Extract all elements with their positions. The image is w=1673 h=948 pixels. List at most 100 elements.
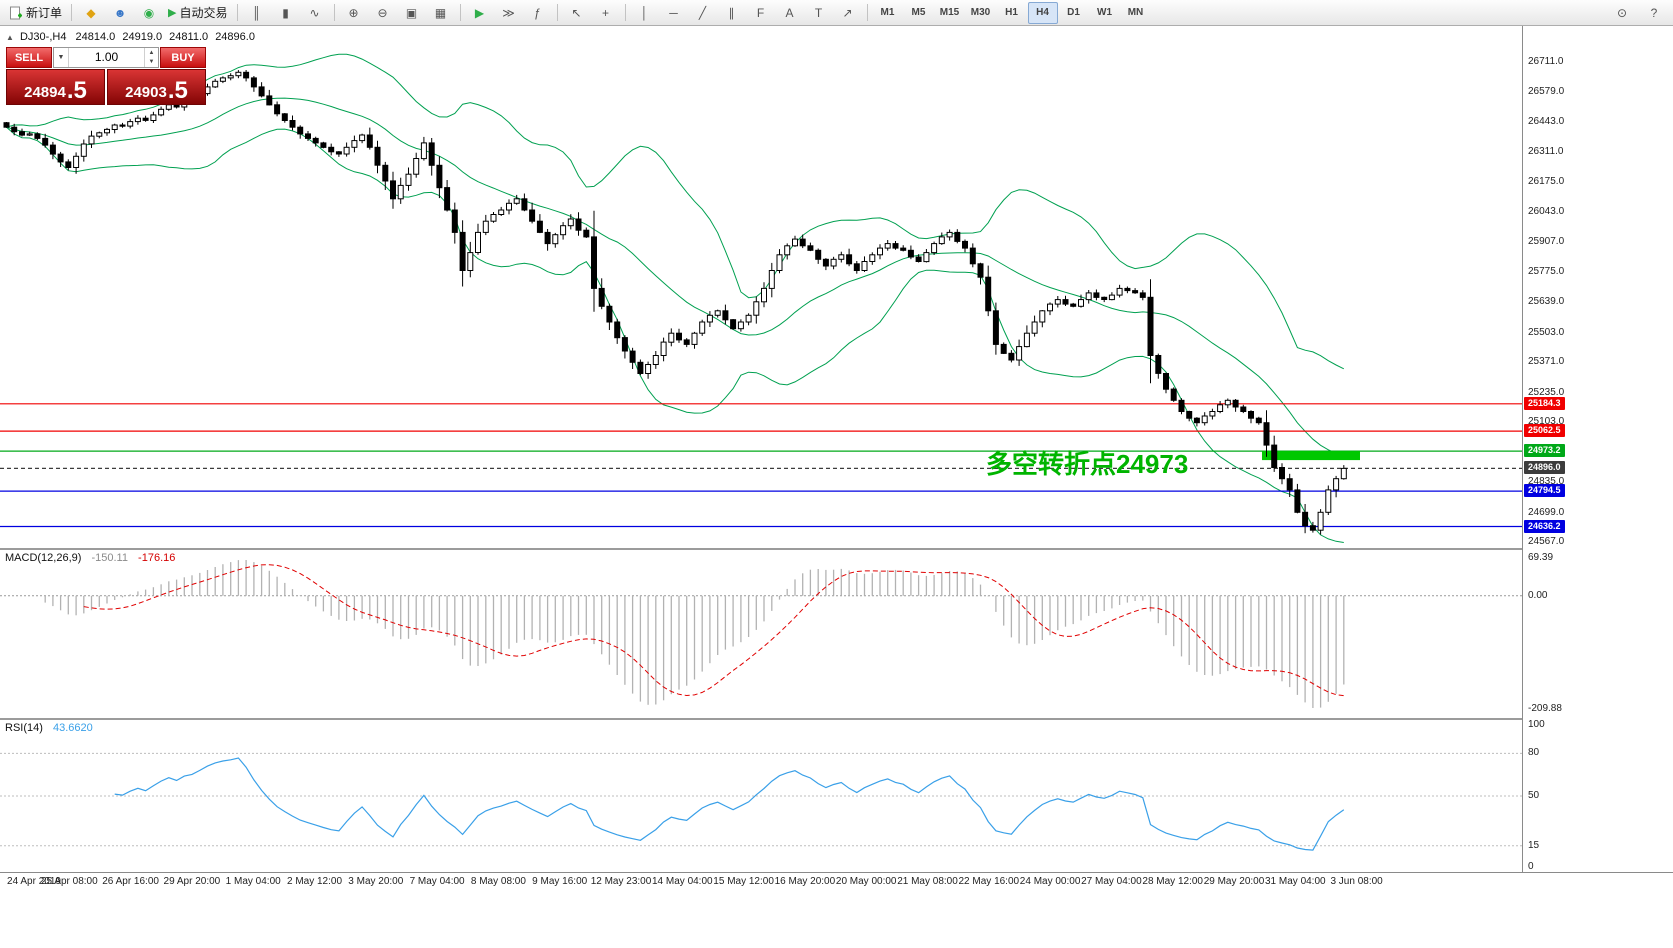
crosshair-button[interactable]: +: [592, 2, 620, 24]
channel-button[interactable]: ∥: [718, 2, 746, 24]
auto-scroll-button[interactable]: ▶: [466, 2, 494, 24]
time-axis-label: 24 Apr 2019: [7, 876, 61, 887]
macd-canvas[interactable]: [0, 550, 1522, 718]
volume-down-icon[interactable]: ▼: [148, 59, 155, 66]
toolbar-separator: [236, 4, 238, 21]
timeframe-w1-button[interactable]: W1: [1097, 7, 1112, 18]
community-icon: ◉: [143, 5, 155, 20]
time-axis-label: 26 Apr 16:00: [102, 876, 159, 887]
trendline-button[interactable]: ╱: [689, 2, 717, 24]
price-axis-tick: 25639.0: [1528, 296, 1565, 307]
timeframe-m1-button[interactable]: M1: [880, 7, 895, 18]
time-axis-label: 14 May 04:00: [651, 876, 713, 887]
buy-button[interactable]: BUY: [160, 47, 206, 68]
time-axis-label: 3 Jun 08:00: [1330, 876, 1383, 887]
price-axis-tick: 26443.0: [1528, 116, 1565, 127]
zoom-in-button[interactable]: ⊕: [340, 2, 368, 24]
tile-windows-button[interactable]: ▣: [398, 2, 426, 24]
price-axis-tick: 25907.0: [1528, 236, 1565, 247]
time-axis[interactable]: 24 Apr 2019 25 Apr 08:00 26 Apr 16:00 29 Ap…: [0, 872, 1673, 893]
price-axis-tick: 25503.0: [1528, 326, 1565, 338]
candlestick-button[interactable]: ▮: [272, 2, 300, 24]
timeframe-m15-button[interactable]: M15: [939, 7, 960, 18]
arrows-button[interactable]: ↗: [834, 2, 862, 24]
market-watch-button[interactable]: ◆: [77, 2, 105, 24]
time-axis-label: 2 May 12:00: [286, 876, 343, 887]
volume-stepper[interactable]: ▲ ▼: [144, 48, 158, 67]
rsi-value: 43.6620: [52, 722, 93, 734]
macd-panel: MACD(12,26,9) -150.11 -176.16: [0, 550, 1522, 718]
rsi-line: [114, 757, 1345, 851]
panel-separator[interactable]: [0, 718, 1673, 720]
toolbar-separator: [333, 4, 335, 21]
search-button[interactable]: ⊙: [1608, 2, 1636, 24]
price-axis-tick: 24567.0: [1528, 536, 1565, 547]
price-axis-tick: 26311.0: [1528, 145, 1564, 157]
vertical-line-button[interactable]: │: [631, 2, 659, 24]
one-click-collapse-icon[interactable]: ▲: [6, 33, 14, 42]
main-chart-canvas[interactable]: [0, 26, 1522, 548]
line-chart-button[interactable]: ∿: [301, 2, 329, 24]
rsi-axis-label: 50: [1528, 790, 1540, 801]
timeframe-mn-button[interactable]: MN: [1127, 7, 1144, 18]
text-button[interactable]: A: [776, 2, 804, 24]
auto-scroll-icon: ▶: [474, 5, 485, 20]
profile-button[interactable]: ☻: [106, 2, 134, 24]
time-axis-label: 31 May 04:00: [1264, 876, 1326, 887]
market-watch-icon: ◆: [86, 5, 96, 20]
sell-price-box[interactable]: 24894 .5: [6, 69, 105, 105]
timeframe-d1-button[interactable]: D1: [1067, 7, 1080, 18]
buy-price-box[interactable]: 24903 .5: [107, 69, 206, 105]
indicators-button[interactable]: ƒ: [524, 2, 552, 24]
horizontal-line-button[interactable]: ─: [660, 2, 688, 24]
price-tag: 25184.3: [1524, 396, 1565, 410]
ohlc-close: 24896.0: [215, 31, 255, 43]
ohlc-low: 24811.0: [169, 31, 209, 43]
panel-separator[interactable]: [0, 548, 1673, 550]
price-axis-tick: 24699.0: [1528, 506, 1565, 518]
symbol-info: ▲ DJ30-,H4 24814.0 24919.0 24811.0 24896…: [6, 31, 255, 43]
fibonacci-button[interactable]: F: [747, 2, 775, 24]
one-click-trading-panel: SELL ▼ 1.00 ▲ ▼ BUY 24894 .5 24903: [6, 47, 206, 105]
price-axis[interactable]: 26711.0 26579.0 26443.0 26311.0 26175.0 26043…: [1522, 26, 1673, 872]
macd-axis-label: 0.00: [1528, 589, 1548, 601]
price-axis-tick: 25775.0: [1528, 265, 1565, 277]
cursor-button[interactable]: ↖: [563, 2, 591, 24]
volume-up-icon[interactable]: ▲: [148, 49, 155, 56]
time-axis-label: 25 Apr 08:00: [40, 876, 98, 887]
buy-price: 24903: [125, 84, 167, 102]
price-tag: 24794.5: [1524, 484, 1565, 498]
community-button[interactable]: ◉: [135, 2, 163, 24]
crosshair-icon: +: [601, 5, 609, 20]
label-button[interactable]: T: [805, 2, 833, 24]
help-button[interactable]: ?: [1640, 2, 1668, 24]
autotrade-button[interactable]: ▶ 自动交易: [164, 2, 231, 24]
timeframe-h4-button[interactable]: H4: [1027, 1, 1058, 24]
timeframe-h1-button[interactable]: H1: [1005, 7, 1018, 18]
time-axis-label: 15 May 12:00: [713, 876, 774, 887]
new-order-button[interactable]: 新订单: [5, 2, 66, 24]
turning-zone-rect[interactable]: [1262, 451, 1360, 461]
bar-chart-button[interactable]: ║: [243, 2, 271, 24]
price-axis-tick: 26175.0: [1528, 176, 1565, 187]
time-axis-label: 28 May 12:00: [1142, 876, 1203, 887]
zoom-out-button[interactable]: ⊖: [369, 2, 397, 24]
zoom-in-icon: ⊕: [348, 5, 359, 20]
grid-button[interactable]: ▦: [427, 2, 455, 24]
turning-point-annotation: 多空转折点24973: [986, 449, 1189, 479]
sell-button[interactable]: SELL: [6, 47, 52, 68]
volume-input[interactable]: 1.00: [94, 50, 119, 64]
timeframe-m5-button[interactable]: M5: [911, 7, 926, 18]
rsi-canvas[interactable]: [0, 720, 1522, 872]
price-axis-tick: 24835.0: [1528, 476, 1565, 487]
volume-dropdown-icon[interactable]: ▼: [54, 48, 69, 67]
main-chart-panel: ▲ DJ30-,H4 24814.0 24919.0 24811.0 24896…: [0, 26, 1522, 548]
time-axis-label: 22 May 16:00: [958, 876, 1020, 887]
sell-price-pips: .5: [66, 76, 87, 104]
tile-windows-icon: ▣: [405, 5, 418, 20]
time-axis-label: 29 Apr 20:00: [163, 876, 221, 887]
timeframe-m30-button[interactable]: M30: [970, 7, 991, 18]
price-axis-tick: 26043.0: [1528, 205, 1565, 217]
chart-shift-button[interactable]: ≫: [495, 2, 523, 24]
